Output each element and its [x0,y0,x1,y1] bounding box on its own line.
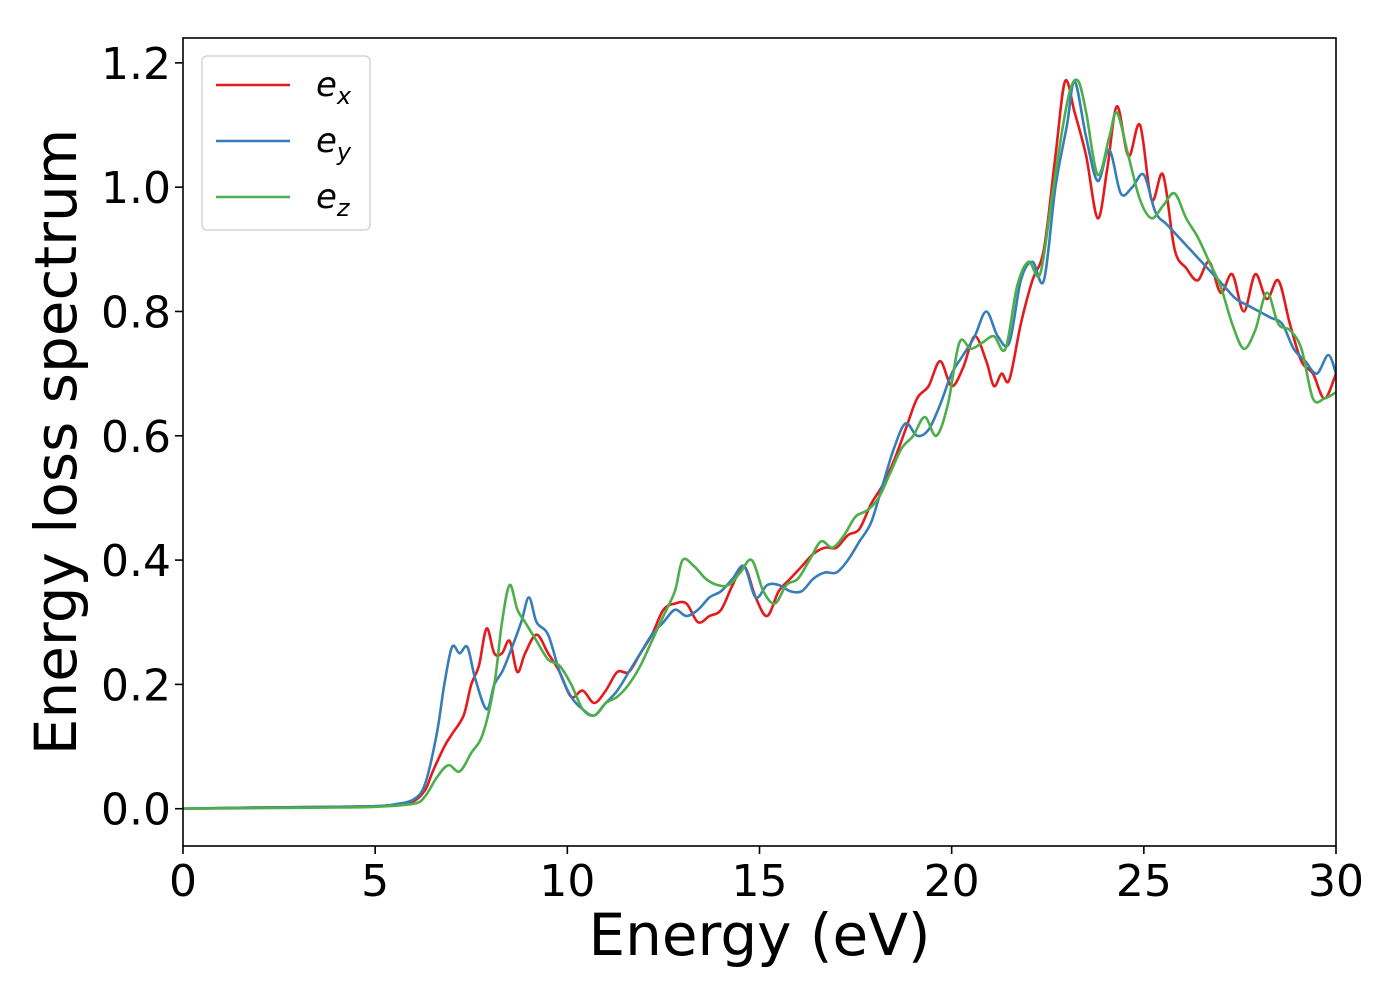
x-tick-label: 30 [1308,856,1364,907]
x-tick-label: 5 [361,856,389,907]
y-tick-label: 0.8 [101,287,171,338]
series-line-e-x [183,78,1336,810]
legend-label: ez [316,177,351,222]
series-layer [183,78,1336,810]
legend-label-main: e [316,65,337,105]
y-tick-label: 0.0 [101,785,171,836]
series-line-e-y [183,80,1336,810]
legend-label: ey [316,121,352,166]
x-axis-ticks: 0 5 10 15 20 25 30 [169,846,1364,907]
x-tick-label: 10 [539,856,595,907]
legend-label-subscript: z [336,194,351,222]
x-tick-label: 20 [924,856,980,907]
x-tick-label: 0 [169,856,197,907]
y-tick-label: 0.4 [101,536,171,587]
y-tick-label: 0.2 [101,660,171,711]
y-axis-label: Energy loss spectrum [22,129,90,755]
series-line-e-z [183,78,1336,810]
y-tick-label: 1.2 [101,39,171,90]
y-axis-ticks: 0.0 0.2 0.4 0.6 0.8 1.0 1.2 [101,39,183,836]
legend-label-subscript: x [336,82,352,110]
legend-box [201,55,371,231]
legend-label: ex [316,65,352,110]
y-tick-label: 1.0 [101,163,171,214]
legend-label-main: e [316,177,337,217]
legend-label-subscript: y [336,138,352,166]
x-tick-label: 25 [1116,856,1172,907]
x-tick-label: 15 [732,856,788,907]
y-tick-label: 0.6 [101,412,171,463]
legend-label-main: e [316,121,337,161]
x-axis-label: Energy (eV) [588,901,930,969]
